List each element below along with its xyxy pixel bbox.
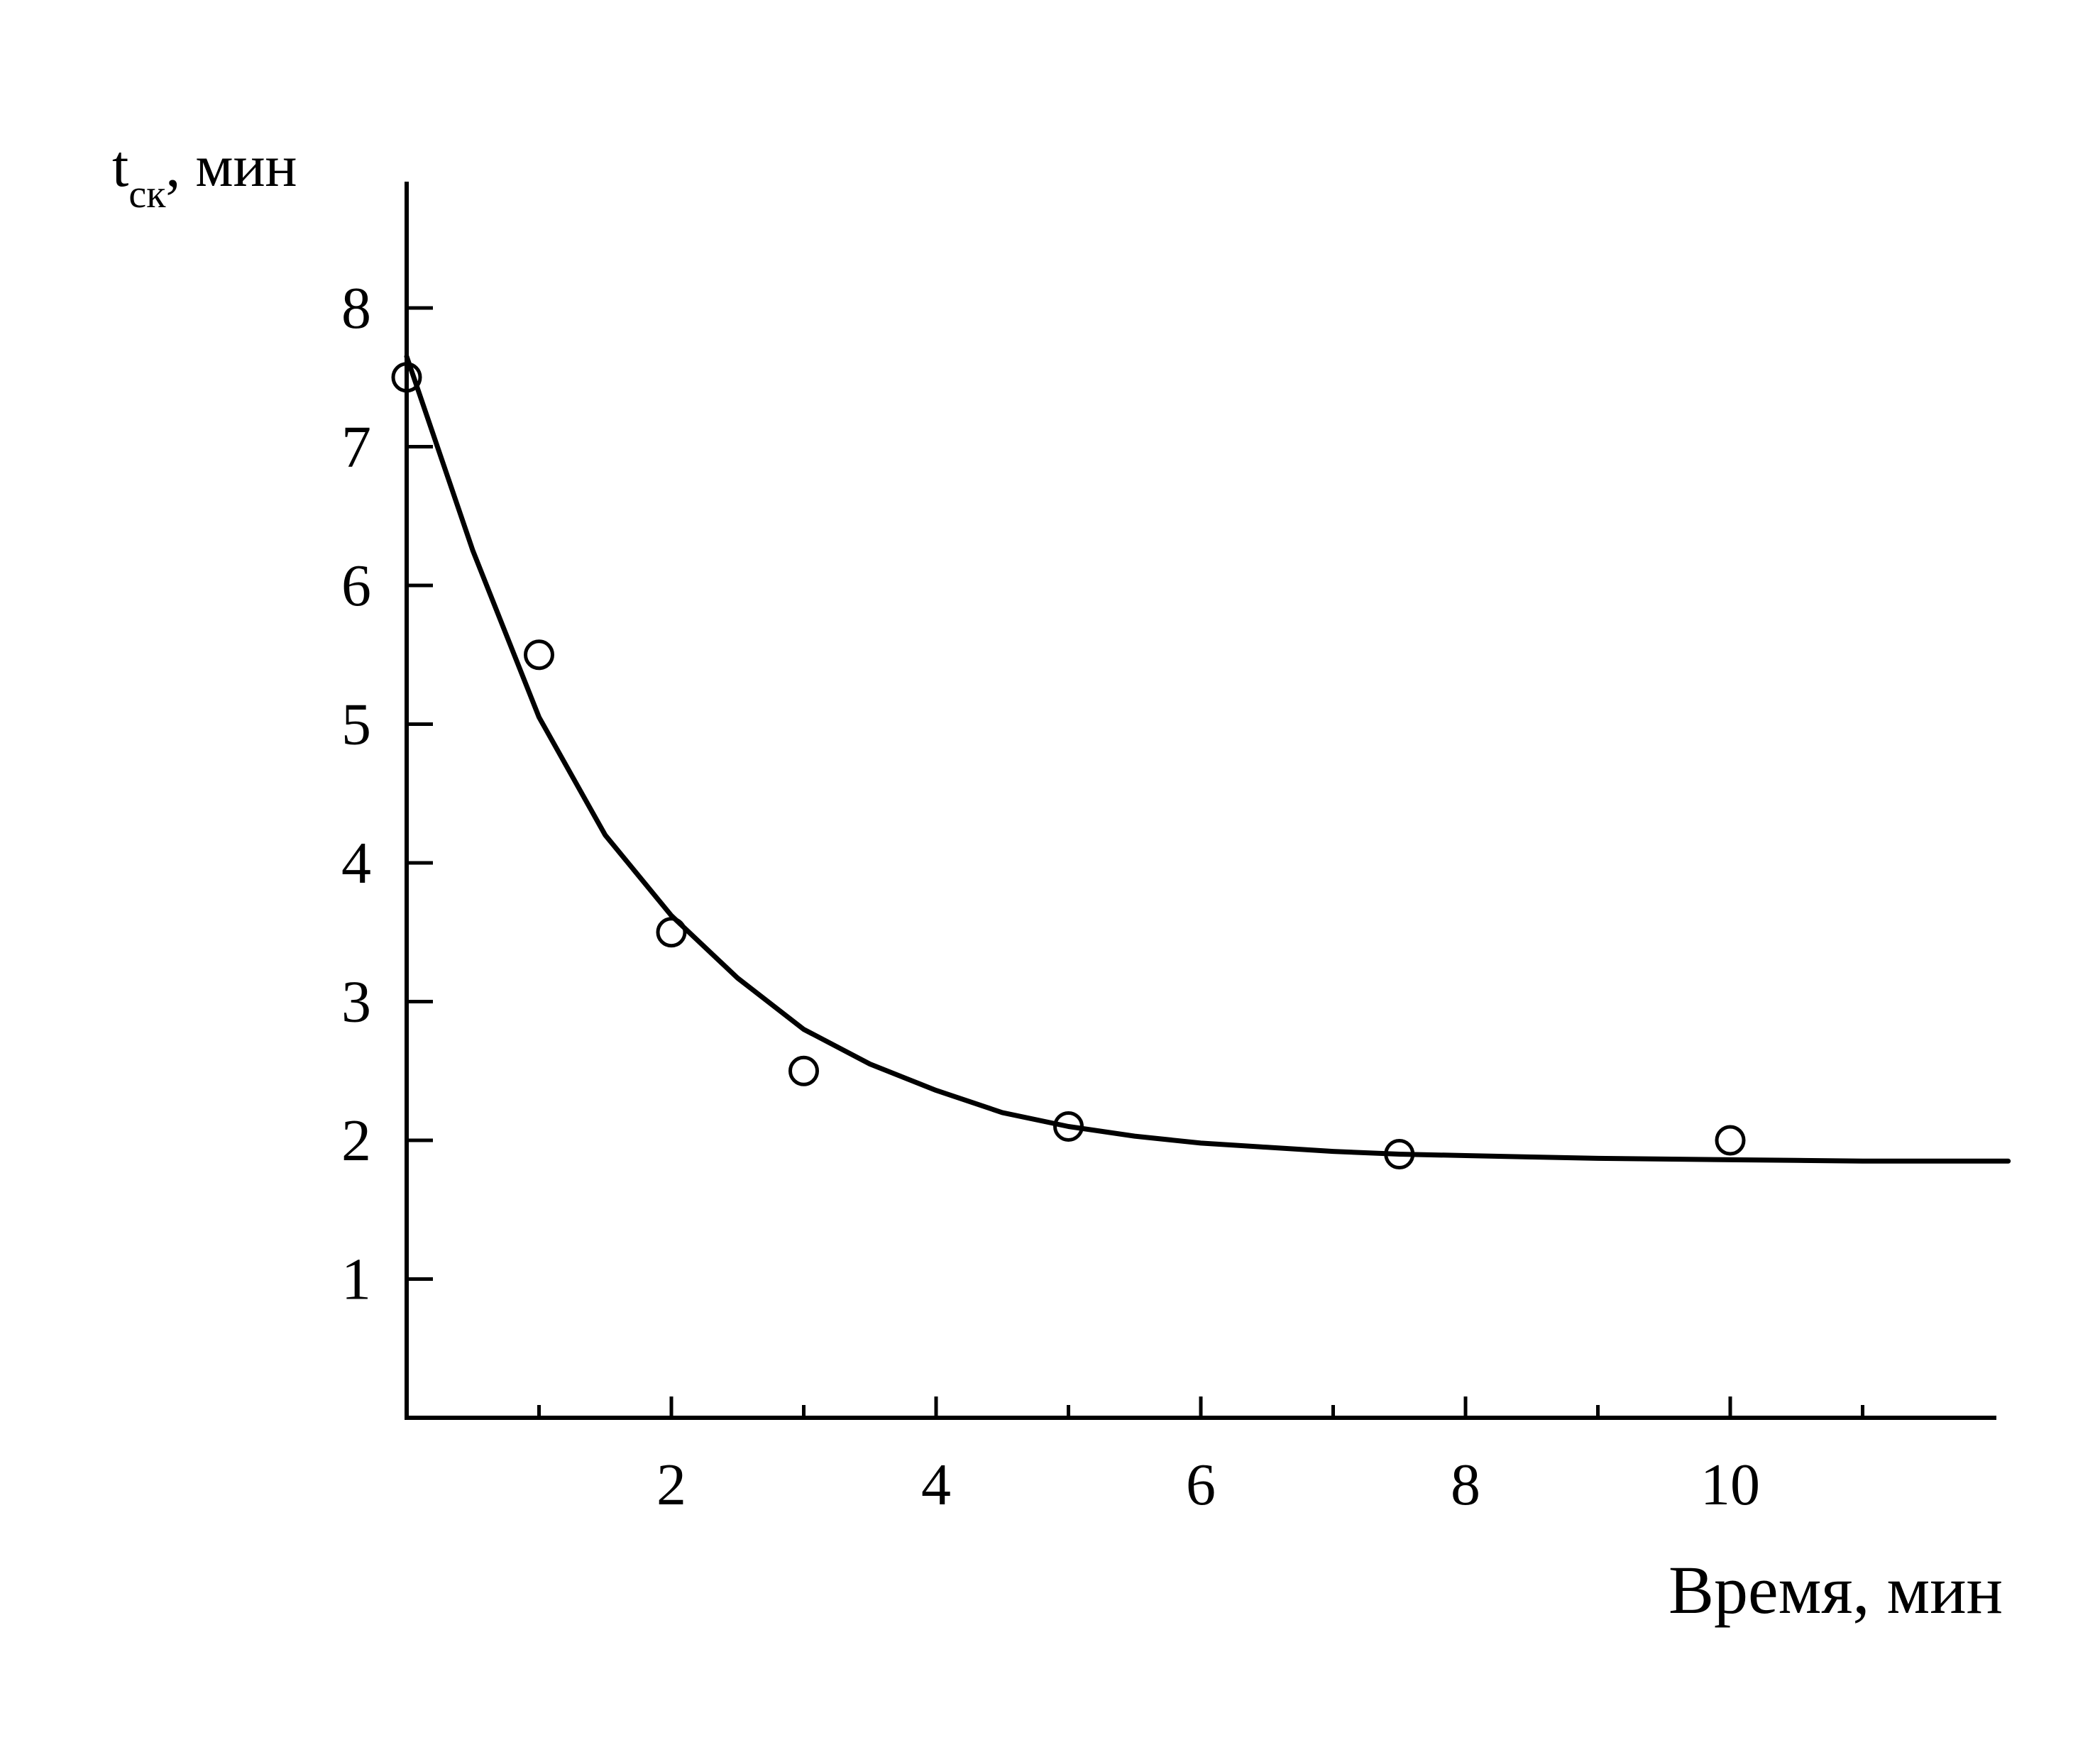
x-tick-label: 8	[1451, 1452, 1480, 1518]
y-tick-label: 5	[341, 692, 371, 758]
y-tick-label: 7	[341, 414, 371, 480]
x-tick-label: 2	[656, 1452, 686, 1518]
y-axis-label: tск, мин	[112, 133, 297, 216]
y-tick-label: 1	[341, 1247, 371, 1313]
fit-curve	[404, 353, 2011, 1164]
y-tick-label: 2	[341, 1108, 371, 1174]
data-point	[391, 362, 422, 393]
y-axis-label-base: t	[112, 133, 128, 199]
x-tick-label: 4	[921, 1452, 951, 1518]
fit-curve-layer	[404, 353, 2011, 1164]
data-point	[1053, 1111, 1084, 1142]
data-point	[656, 917, 687, 948]
data-point	[1384, 1139, 1415, 1170]
data-point	[788, 1055, 819, 1086]
y-tick-label: 8	[341, 275, 371, 341]
chart-axes	[405, 182, 1996, 1420]
x-tick-label: 10	[1700, 1452, 1760, 1518]
x-axis-label: Время, мин	[1669, 1552, 2003, 1628]
data-points-layer	[391, 362, 1746, 1170]
data-point	[1715, 1125, 1746, 1156]
data-point	[524, 639, 554, 671]
chart-ticks	[407, 306, 1864, 1418]
y-axis-label-subscript: ск	[128, 172, 166, 216]
y-tick-label: 4	[341, 830, 371, 896]
x-tick-label: 6	[1186, 1452, 1216, 1518]
y-tick-label: 3	[341, 969, 371, 1035]
y-tick-label: 6	[341, 553, 371, 619]
y-axis-label-rest: , мин	[165, 133, 297, 199]
